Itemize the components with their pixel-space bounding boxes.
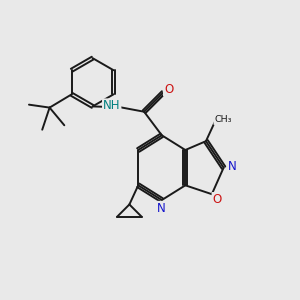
Text: CH₃: CH₃ (214, 115, 232, 124)
Text: NH: NH (103, 99, 121, 112)
Text: N: N (157, 202, 166, 215)
Text: N: N (227, 160, 236, 173)
Text: O: O (212, 193, 222, 206)
Text: O: O (164, 82, 173, 95)
